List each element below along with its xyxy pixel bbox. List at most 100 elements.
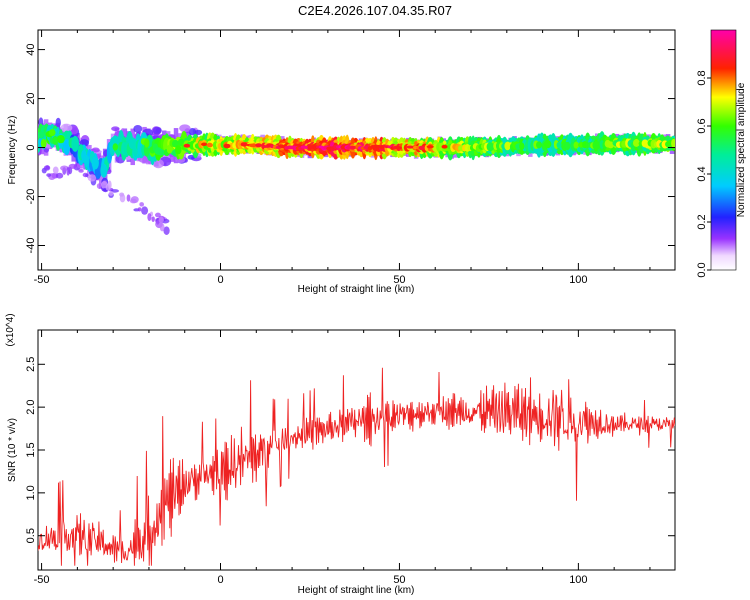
spectrogram-core bbox=[486, 142, 495, 152]
spectrogram-ylabel: Frequency (Hz) bbox=[7, 116, 18, 185]
snr-ytick-label: 2.0 bbox=[25, 399, 37, 414]
spectrogram-blob bbox=[91, 147, 100, 153]
spectrogram-core bbox=[632, 139, 640, 147]
spectrogram-core bbox=[175, 145, 182, 155]
spectrogram-core bbox=[157, 149, 165, 156]
snr-ytick-label: 2.5 bbox=[25, 357, 37, 372]
spectrogram-core bbox=[255, 143, 262, 148]
spectrogram-xtick-label: 100 bbox=[569, 274, 587, 286]
spectrogram-ytick-label: 40 bbox=[25, 43, 37, 55]
spectrogram-tail-blob bbox=[137, 207, 142, 212]
spectrogram-core bbox=[71, 135, 80, 152]
spectrogram-core bbox=[370, 144, 376, 149]
spectrogram-tail-blob bbox=[78, 169, 84, 173]
snr-ytick-label: 1.0 bbox=[25, 485, 37, 500]
spectrogram-core bbox=[223, 143, 231, 149]
spectrogram-core bbox=[248, 143, 257, 148]
snr-xtick-label: 100 bbox=[569, 574, 587, 586]
spectrogram-blob bbox=[179, 124, 191, 133]
colorbar-tick-label: 0.0 bbox=[696, 262, 708, 277]
colorbar-ticks: 0.0 0.2 0.4 0.6 0.8 bbox=[696, 70, 711, 278]
spectrogram-blob bbox=[155, 127, 162, 134]
spectrogram-core bbox=[100, 163, 108, 178]
spectrogram-blob bbox=[187, 154, 196, 160]
colorbar-tick-label: 0.8 bbox=[696, 70, 708, 85]
spectrogram-tail-blob bbox=[129, 198, 137, 204]
spectrogram-tail-blob bbox=[66, 166, 70, 176]
spectrogram-core bbox=[49, 129, 56, 137]
spectrogram-tail-blob bbox=[154, 212, 161, 218]
spectrogram-tail-blob bbox=[139, 202, 145, 207]
spectrogram-core bbox=[519, 142, 525, 150]
spectrogram-blob bbox=[194, 129, 203, 136]
spectrogram-ytick-label: 20 bbox=[25, 92, 37, 104]
spectrogram-tail-blob bbox=[159, 216, 164, 222]
spectrogram-core bbox=[83, 155, 90, 168]
figure-title: C2E4.2026.107.04.35.R07 bbox=[298, 3, 452, 18]
spectrogram-content bbox=[38, 117, 675, 235]
snr-panel: -50 0 50 100 0.5 1.0 1.5 2.0 2.5 (x10^4) Height … bbox=[5, 313, 676, 596]
spectrogram-xtick-label: 50 bbox=[393, 274, 405, 286]
spectrogram-core bbox=[418, 145, 425, 151]
spectrogram-xtick-label: -50 bbox=[34, 274, 50, 286]
spectrogram-core bbox=[57, 134, 65, 144]
spectrogram-blob bbox=[133, 125, 143, 133]
spectrogram-tail-blob bbox=[147, 213, 152, 222]
colorbar-tick-label: 0.4 bbox=[696, 166, 708, 181]
spectrogram-tail-blob bbox=[141, 206, 149, 215]
spectrogram-core bbox=[38, 131, 45, 139]
spectrogram-panel: -50 0 50 100 40 20 0 -20 -40 Height of straight … bbox=[7, 29, 676, 295]
spectrogram-tail-blob bbox=[119, 193, 126, 203]
spectrogram-blob bbox=[111, 126, 120, 132]
spectrogram-core bbox=[63, 139, 71, 156]
spectrogram-core bbox=[112, 143, 119, 151]
snr-xtick-label: 50 bbox=[393, 574, 405, 586]
snr-ytick-label: 0.5 bbox=[25, 528, 37, 543]
spectrogram-tail-blob bbox=[151, 216, 155, 222]
spectrogram-ytick-label: -40 bbox=[25, 238, 37, 254]
colorbar-gradient bbox=[710, 29, 737, 271]
spectrogram-tail-blob bbox=[159, 223, 165, 232]
spectrogram-tail-blob bbox=[55, 172, 64, 179]
spectrogram-core bbox=[240, 142, 248, 147]
spectrogram-core bbox=[111, 135, 119, 146]
spectrogram-tail-blob bbox=[43, 165, 51, 171]
spectrogram-core bbox=[144, 138, 150, 148]
colorbar-label: Normalized spectral amplitude bbox=[736, 82, 747, 217]
spectrogram-core bbox=[166, 144, 173, 154]
spectrogram-core bbox=[556, 141, 562, 149]
spectrogram-core bbox=[183, 143, 191, 148]
snr-multiplier-label: (x10^4) bbox=[5, 313, 16, 346]
spectrogram-axes: -50 0 50 100 40 20 0 -20 -40 bbox=[25, 30, 675, 286]
spectrogram-tail-blob bbox=[52, 166, 59, 174]
snr-content bbox=[38, 367, 675, 566]
colorbar-tick-label: 0.2 bbox=[696, 214, 708, 229]
colorbar-tick-label: 0.6 bbox=[696, 118, 708, 133]
colorbar: 0.0 0.2 0.4 0.6 0.8 Normalized spectral ampl… bbox=[696, 29, 747, 278]
spectrogram-ytick-label: 0 bbox=[25, 144, 37, 150]
spectrogram-blob bbox=[188, 128, 197, 136]
spectrogram-ytick-label: -20 bbox=[25, 189, 37, 205]
spectrogram-core bbox=[91, 156, 99, 170]
spectrogram-tail-blob bbox=[105, 184, 111, 191]
snr-axes: -50 0 50 100 0.5 1.0 1.5 2.0 2.5 bbox=[25, 330, 675, 586]
spectrogram-xlabel: Height of straight line (km) bbox=[298, 284, 415, 295]
spectrogram-core bbox=[426, 145, 434, 149]
spectrogram-core bbox=[607, 141, 615, 149]
spectrogram-blob bbox=[60, 123, 73, 132]
spectrogram-core bbox=[200, 142, 208, 147]
spectrogram-core bbox=[379, 145, 384, 149]
spectrogram-tail-blob bbox=[87, 174, 97, 182]
spectrogram-tail-blob bbox=[108, 191, 114, 196]
spectrogram-core bbox=[536, 141, 543, 149]
spectrogram-core bbox=[592, 140, 601, 150]
spectrogram-core bbox=[406, 145, 414, 149]
snr-ytick-label: 1.5 bbox=[25, 442, 37, 457]
spectrogram-core bbox=[206, 142, 213, 148]
spectrogram-core bbox=[52, 135, 58, 145]
spectrogram-core bbox=[395, 146, 402, 150]
spectrogram-tail-blob bbox=[96, 183, 102, 189]
spectrogram-core bbox=[441, 144, 448, 149]
snr-xtick-label: 0 bbox=[217, 574, 223, 586]
